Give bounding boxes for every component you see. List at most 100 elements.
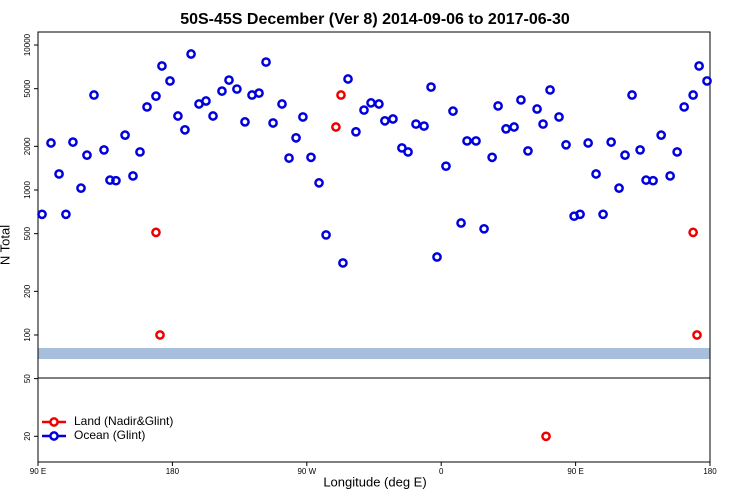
- point: [157, 61, 167, 71]
- point: [487, 152, 497, 163]
- y-tick-label: 500: [23, 226, 32, 240]
- point: [82, 150, 92, 160]
- point: [343, 74, 353, 84]
- point: [351, 126, 361, 137]
- point: [321, 230, 331, 240]
- point: [692, 330, 702, 340]
- y-tick-label: 100: [23, 328, 32, 342]
- point: [254, 88, 264, 98]
- point: [388, 114, 398, 124]
- point: [516, 95, 526, 105]
- point: [151, 227, 161, 238]
- point: [380, 115, 390, 126]
- point: [523, 146, 533, 156]
- point: [598, 209, 608, 220]
- point: [583, 138, 593, 148]
- point: [277, 99, 287, 109]
- point: [411, 119, 421, 129]
- point: [656, 130, 667, 140]
- chart-title: 50S-45S December (Ver 8) 2014-09-06 to 2…: [180, 11, 570, 28]
- point: [201, 96, 211, 106]
- plot-frame: [37, 31, 711, 463]
- point: [374, 99, 384, 109]
- point: [291, 132, 301, 143]
- point: [268, 118, 278, 128]
- point: [37, 209, 47, 220]
- point: [688, 90, 698, 100]
- point: [240, 117, 250, 127]
- y-tick-label: 200: [23, 284, 32, 298]
- point: [135, 147, 145, 157]
- point: [554, 112, 564, 122]
- point: [76, 183, 86, 193]
- point: [456, 218, 466, 228]
- point: [591, 169, 601, 179]
- point: [448, 106, 458, 116]
- point: [462, 136, 472, 146]
- y-tick-label: 10000: [23, 33, 32, 56]
- legend-label: Land (Nadir&Glint): [74, 414, 173, 428]
- legend-marker: [49, 431, 59, 441]
- point: [532, 104, 542, 114]
- x-tick-label: 90 E: [30, 467, 46, 476]
- point: [471, 136, 481, 146]
- point: [688, 227, 698, 238]
- point: [538, 119, 548, 129]
- point: [627, 90, 637, 100]
- point: [173, 111, 183, 121]
- y-tick-label: 1000: [23, 181, 32, 199]
- point: [620, 150, 630, 160]
- legend-label: Ocean (Glint): [74, 428, 145, 442]
- point: [165, 76, 175, 86]
- y-tick-label: 5000: [23, 79, 32, 97]
- point: [545, 85, 555, 95]
- x-tick-label: 180: [703, 467, 717, 476]
- y-tick-label: 20: [23, 431, 32, 440]
- point: [128, 171, 138, 181]
- point: [46, 138, 56, 148]
- point: [54, 169, 64, 179]
- point: [441, 161, 451, 172]
- point: [99, 145, 109, 155]
- point: [403, 147, 413, 157]
- point: [155, 330, 165, 340]
- point: [120, 130, 130, 140]
- point: [702, 76, 712, 86]
- x-tick-label: 90 W: [297, 467, 316, 476]
- x-tick-label: 180: [166, 467, 180, 476]
- point: [261, 57, 271, 67]
- point: [366, 98, 376, 108]
- point: [359, 105, 369, 115]
- point: [479, 223, 489, 234]
- point: [142, 102, 152, 112]
- point: [432, 252, 442, 262]
- point: [338, 258, 348, 268]
- point: [419, 121, 429, 131]
- x-tick-label: 90 E: [567, 467, 583, 476]
- point: [665, 171, 675, 181]
- point: [509, 122, 519, 132]
- point: [232, 84, 242, 94]
- legend-marker: [49, 417, 59, 427]
- point: [306, 152, 316, 163]
- point: [224, 75, 234, 85]
- point: [208, 111, 218, 121]
- y-axis-label: N Total: [0, 225, 12, 265]
- x-tick-label: 0: [439, 467, 444, 476]
- point: [501, 124, 511, 134]
- point: [217, 86, 227, 96]
- point: [186, 49, 196, 59]
- point: [61, 209, 71, 220]
- point: [336, 90, 346, 100]
- point: [314, 178, 324, 188]
- point: [180, 124, 190, 135]
- point: [614, 183, 624, 193]
- point: [541, 431, 551, 442]
- point: [151, 91, 161, 102]
- y-tick-label: 50: [23, 374, 32, 383]
- x-axis-label: Longitude (deg E): [323, 474, 426, 489]
- point: [561, 139, 571, 150]
- point: [648, 175, 658, 186]
- point: [89, 90, 99, 100]
